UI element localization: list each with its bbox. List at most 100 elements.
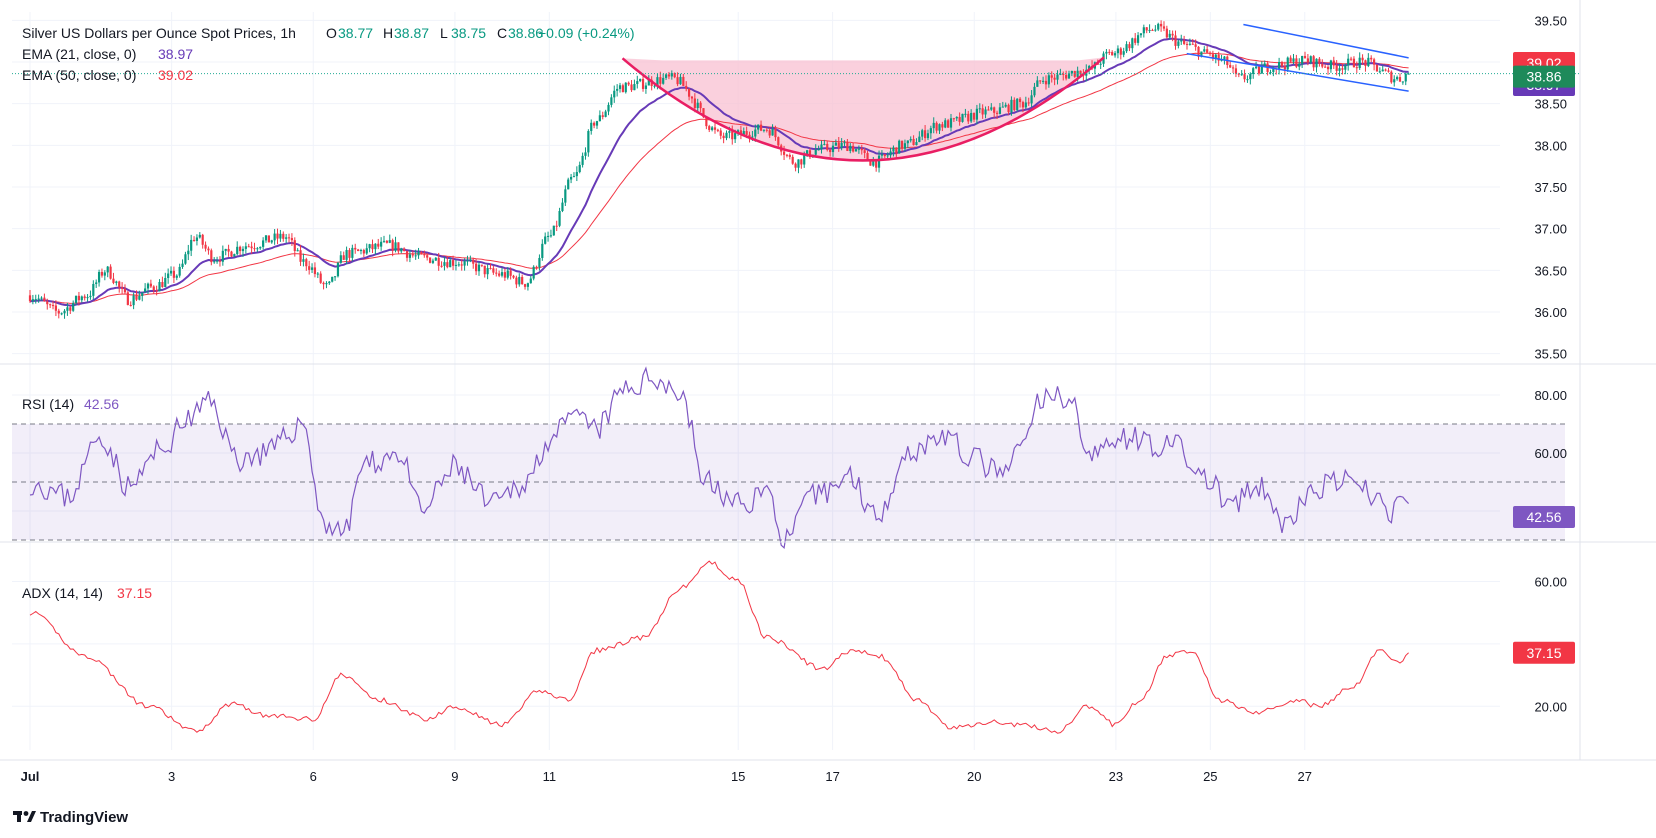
candle-body [28, 295, 32, 302]
candle-body [477, 264, 481, 272]
candle-body [1306, 58, 1309, 63]
candle-body [1378, 71, 1381, 73]
candle-body [469, 259, 472, 261]
candle-body [313, 267, 317, 275]
candle-body [739, 130, 742, 135]
candle-body [630, 84, 633, 91]
candle-body [535, 266, 538, 268]
candle-body [1056, 74, 1059, 80]
candle-body [958, 116, 961, 122]
candle-body [1018, 98, 1022, 103]
candle-body [1136, 35, 1140, 43]
candle-body [310, 267, 314, 270]
candle-body [316, 273, 319, 275]
candle-body [1349, 58, 1353, 60]
candle-body [892, 147, 895, 152]
candle-body [768, 130, 771, 136]
candle-body [287, 237, 291, 239]
x-tick-label: 27 [1298, 769, 1312, 784]
candle-body [97, 271, 101, 283]
candle-body [66, 307, 69, 311]
candle-body [397, 242, 400, 252]
candle-body [1200, 51, 1203, 57]
candle-body [564, 189, 567, 203]
candle-body [593, 122, 596, 126]
candle-body [466, 260, 469, 262]
candle-body [972, 112, 976, 120]
candle-body [428, 257, 432, 263]
candle-body [569, 176, 573, 180]
rsi-label: RSI (14) [22, 396, 74, 412]
candle-body [408, 254, 412, 258]
candle-body [1183, 40, 1186, 44]
y-tick-label: 39.50 [1534, 13, 1567, 28]
candle-body [742, 131, 745, 135]
candle-body [1177, 41, 1180, 46]
candle-body [653, 85, 656, 87]
candle-body [354, 247, 357, 250]
candle-body [434, 257, 437, 261]
x-tick-label: 23 [1109, 769, 1123, 784]
candle-body [1298, 63, 1301, 67]
candle-body [1384, 69, 1387, 71]
candle-body [457, 264, 460, 266]
candle-body [823, 143, 826, 145]
candle-body [1185, 43, 1189, 45]
candle-body [1252, 68, 1255, 74]
candle-body [1223, 56, 1226, 60]
candle-body [906, 140, 909, 144]
candle-body [728, 131, 731, 133]
candle-body [121, 287, 124, 289]
tradingview-logo[interactable]: TradingView [13, 809, 128, 826]
candle-body [1154, 29, 1157, 31]
y-axis-labels: 35.50 36.00 36.50 37.00 37.50 38.00 38.50 39.50… [1534, 13, 1567, 714]
candle-body [1119, 48, 1122, 55]
candle-body [1358, 57, 1361, 69]
candle-body [239, 246, 242, 252]
candle-body [322, 282, 325, 285]
candle-body [1370, 57, 1373, 60]
candle-body [647, 79, 650, 86]
candle-body [391, 240, 394, 251]
channel-lower [1186, 52, 1409, 92]
candle-body [745, 131, 748, 135]
candle-body [993, 107, 996, 113]
candle-body [587, 131, 590, 153]
candle-body [221, 250, 224, 262]
candle-body [664, 74, 668, 78]
candle-body [1338, 68, 1341, 71]
candle-body [1010, 99, 1013, 113]
candle-body [1318, 58, 1321, 64]
candle-body [970, 112, 973, 122]
candle-body [1001, 106, 1004, 108]
candle-body [941, 124, 944, 128]
candle-body [607, 104, 610, 112]
candle-body [296, 250, 299, 252]
candle-body [912, 138, 915, 146]
candle-body [264, 235, 268, 241]
candle-body [1042, 80, 1045, 82]
candle-body [167, 273, 170, 278]
candle-body [808, 150, 812, 158]
candle-body [305, 259, 308, 267]
candle-body [636, 81, 639, 85]
ohlc-value: 38.87 [394, 25, 429, 41]
candle-body [509, 270, 512, 276]
candle-body [872, 160, 875, 166]
candle-body [549, 235, 553, 237]
candle-body [135, 295, 138, 300]
candle-body [690, 96, 694, 99]
x-tick-label: 11 [543, 769, 557, 784]
candle-body [279, 233, 282, 239]
candle-body [1321, 63, 1324, 67]
candle-body [981, 108, 984, 115]
candle-body [794, 163, 797, 168]
candle-body [184, 254, 187, 264]
candle-body [814, 149, 817, 155]
candle-body [1309, 56, 1312, 63]
candle-body [1398, 77, 1402, 82]
candle-body [1301, 55, 1304, 64]
y-tick-label: 60.00 [1534, 574, 1567, 589]
candle-body [259, 246, 262, 249]
